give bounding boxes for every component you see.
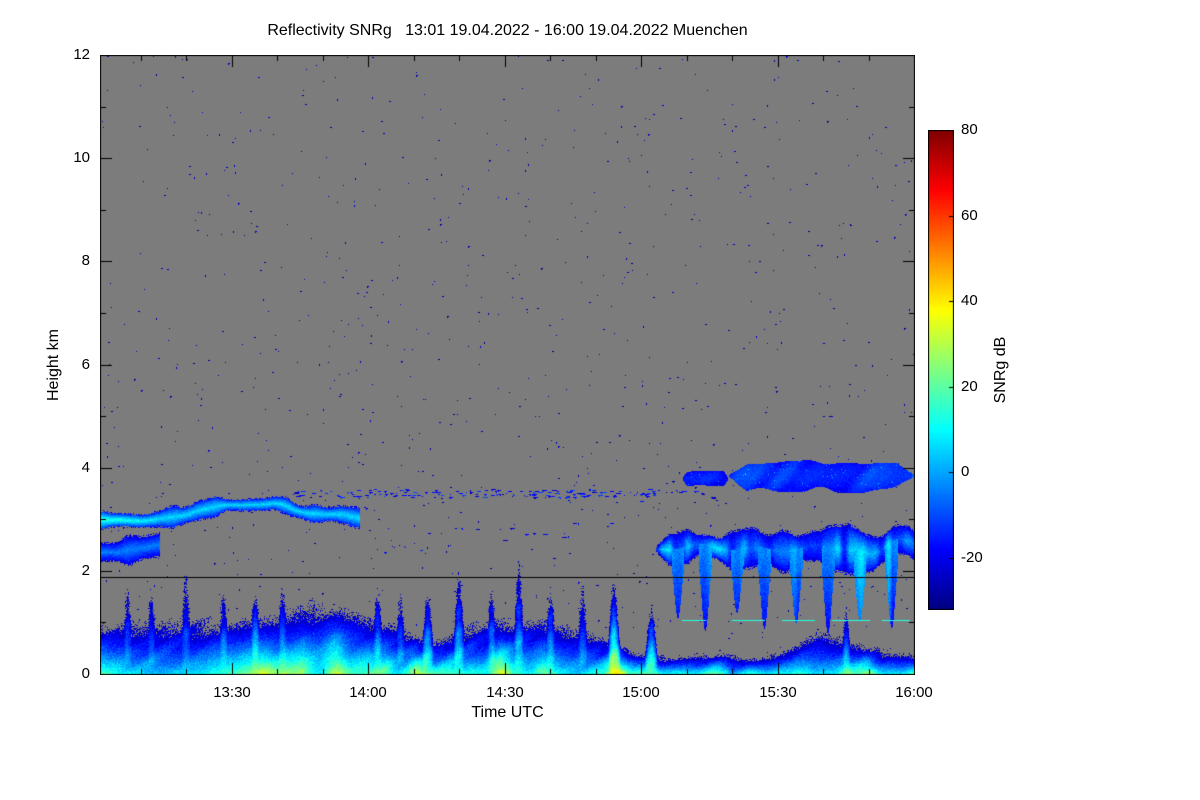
y-tick-label: 8 xyxy=(81,252,90,269)
y-tick-label: 0 xyxy=(81,665,90,682)
heatmap-plot xyxy=(100,55,915,675)
x-tick-label: 14:00 xyxy=(349,684,387,701)
y-tick-label: 10 xyxy=(73,149,90,166)
colorbar-tick-label: 80 xyxy=(961,121,978,138)
x-axis-label: Time UTC xyxy=(471,704,544,721)
colorbar-tick-label: 60 xyxy=(961,207,978,224)
y-axis-label: Height km xyxy=(45,328,62,402)
x-tick-label: 16:00 xyxy=(895,684,933,701)
x-tick-label: 15:00 xyxy=(622,684,660,701)
colorbar-tick-label: 40 xyxy=(961,292,978,309)
colorbar-tick-label: -20 xyxy=(961,549,983,566)
y-tick-label: 12 xyxy=(73,46,90,63)
y-tick-label: 2 xyxy=(81,562,90,579)
y-tick-label: 4 xyxy=(81,459,90,476)
x-tick-label: 14:30 xyxy=(486,684,524,701)
colorbar xyxy=(928,130,954,610)
colorbar-label: SNRg dB xyxy=(992,336,1009,404)
chart-title: Reflectivity SNRg 13:01 19.04.2022 - 16:… xyxy=(267,22,748,39)
x-tick-label: 15:30 xyxy=(759,684,797,701)
x-tick-label: 13:30 xyxy=(213,684,251,701)
colorbar-tick-label: 0 xyxy=(961,463,970,480)
